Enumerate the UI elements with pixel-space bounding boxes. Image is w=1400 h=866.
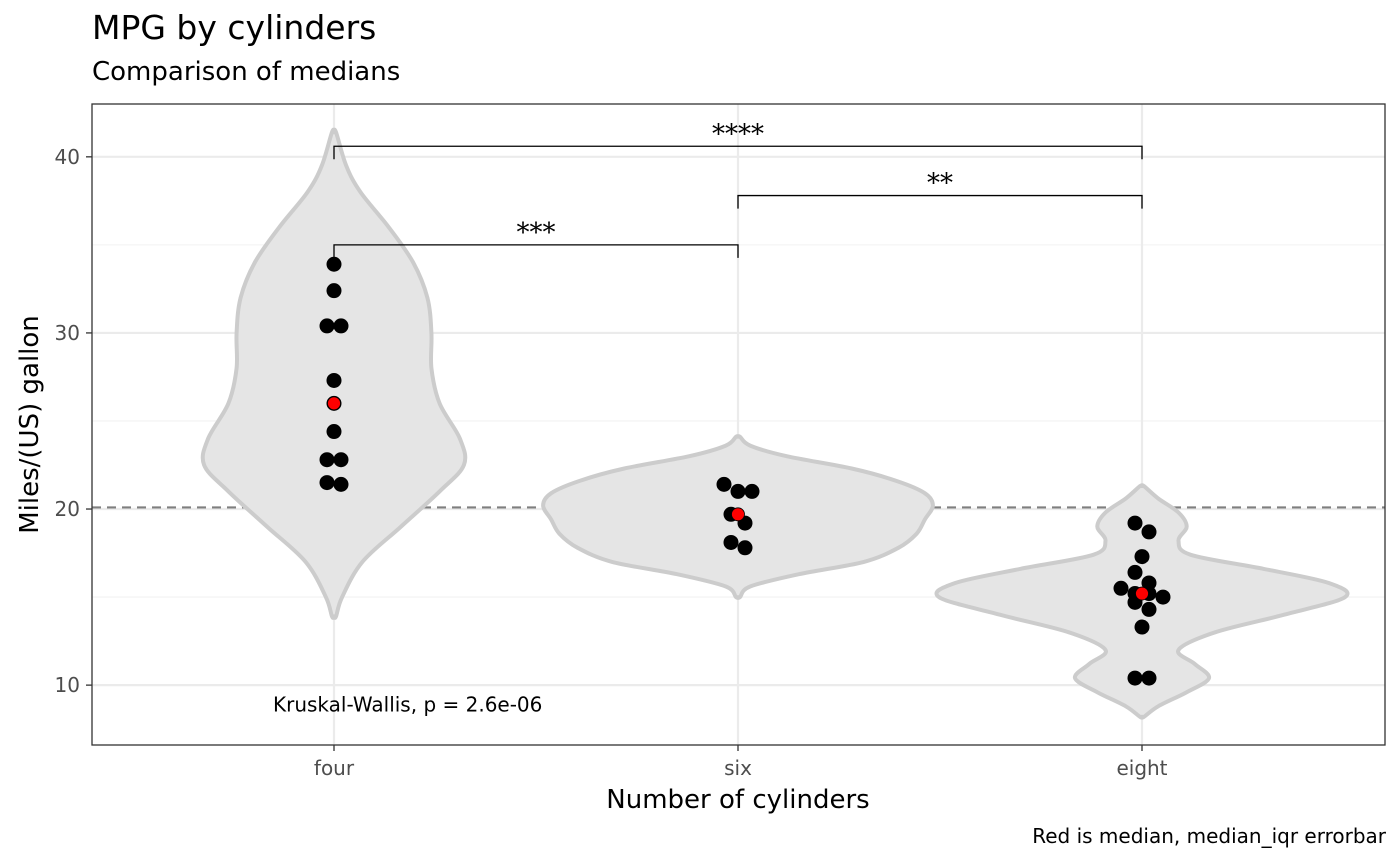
data-point-four <box>319 318 335 334</box>
significance-label: **** <box>712 119 764 149</box>
data-point-eight <box>1141 601 1157 617</box>
median-point-eight <box>1135 586 1149 601</box>
y-tick-label: 30 <box>55 321 80 345</box>
median-point-four <box>327 396 341 411</box>
comparison-bracket <box>333 244 739 258</box>
x-tick-label: four <box>314 756 355 780</box>
data-point-eight <box>1141 575 1157 591</box>
data-point-eight <box>1127 515 1143 531</box>
comparison-bracket <box>333 145 1143 160</box>
kruskal-wallis-label: Kruskal-Wallis, p = 2.6e-06 <box>273 692 542 716</box>
median-point-six <box>731 507 745 522</box>
chart-caption: Red is median, median_iqr errorbar <box>1032 824 1386 848</box>
significance-label: *** <box>517 218 556 248</box>
data-point-eight <box>1127 564 1143 580</box>
data-point-four <box>326 372 342 388</box>
data-point-eight <box>1141 670 1157 686</box>
data-point-four <box>326 256 342 272</box>
chart-title: MPG by cylinders <box>92 8 377 47</box>
x-tick-label: eight <box>1116 756 1167 780</box>
y-tick-label: 40 <box>55 145 80 169</box>
data-point-six <box>730 483 746 499</box>
data-point-eight <box>1134 549 1150 565</box>
y-tick-label: 20 <box>55 497 80 521</box>
data-point-four <box>319 475 335 491</box>
y-axis-title: Miles/(US) gallon <box>15 315 45 534</box>
x-tick-label: six <box>724 756 752 780</box>
data-point-eight <box>1127 670 1143 686</box>
data-point-four <box>326 424 342 440</box>
data-point-four <box>333 318 349 334</box>
data-point-four <box>333 476 349 492</box>
y-tick-label: 10 <box>55 673 80 697</box>
data-point-eight <box>1141 524 1157 540</box>
significance-label: ** <box>927 169 953 199</box>
data-point-eight <box>1155 589 1171 605</box>
axis-layer: 10 20 30 40 four six eight <box>55 145 1168 780</box>
chart-subtitle: Comparison of medians <box>92 57 401 87</box>
x-axis-title: Number of cylinders <box>606 785 869 815</box>
data-point-six <box>744 483 760 499</box>
comparison-layer: ********* <box>333 119 1143 258</box>
violin-layer <box>200 127 1350 720</box>
comparison-bracket <box>737 194 1143 209</box>
data-point-six <box>716 476 732 492</box>
data-point-six <box>723 534 739 550</box>
data-point-eight <box>1113 580 1129 596</box>
data-point-four <box>319 452 335 468</box>
data-point-four <box>333 452 349 468</box>
data-point-six <box>737 540 753 556</box>
data-point-four <box>326 283 342 299</box>
point-layer <box>319 256 1171 686</box>
data-point-eight <box>1134 619 1150 635</box>
